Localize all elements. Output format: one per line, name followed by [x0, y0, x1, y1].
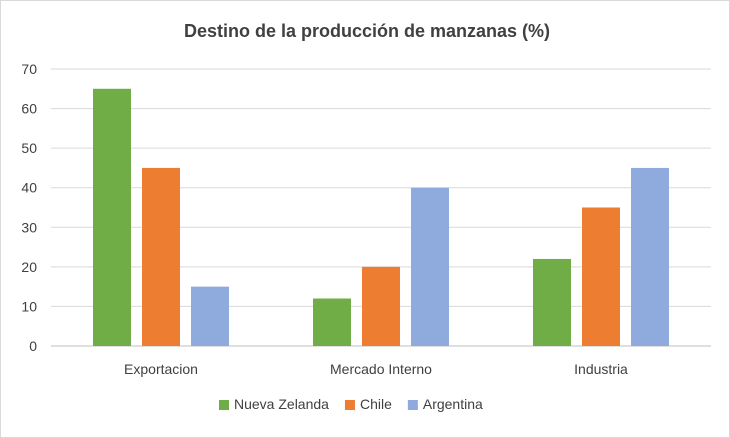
- y-tick-label: 10: [21, 298, 37, 314]
- x-category-label: Mercado Interno: [330, 361, 432, 377]
- legend-swatch-chile: [344, 400, 355, 410]
- x-category-label: Exportacion: [124, 361, 198, 377]
- legend-swatch-nueva-zelanda: [219, 400, 229, 410]
- legend-label: Nueva Zelanda: [234, 396, 329, 412]
- y-tick-label: 50: [21, 140, 37, 156]
- y-tick-label: 20: [21, 259, 37, 275]
- legend-label: Argentina: [423, 396, 483, 412]
- y-axis-ticks: 0 10 20 30 40 50 60 70: [21, 61, 37, 354]
- bars: [93, 88, 669, 347]
- y-tick-label: 0: [29, 338, 37, 354]
- chart-title: Destino de la producción de manzanas (%): [184, 21, 550, 41]
- y-tick-label: 70: [21, 61, 37, 77]
- bar-argentina-exportacion: [191, 286, 229, 346]
- bar-chile-exportacion: [142, 167, 180, 346]
- x-axis-categories: Exportacion Mercado Interno Industria: [124, 361, 628, 377]
- x-category-label: Industria: [574, 361, 628, 377]
- legend-label: Chile: [360, 396, 392, 412]
- bar-argentina-industria: [631, 167, 669, 346]
- bar-chile-mercado-interno: [362, 266, 400, 346]
- bar-argentina-mercado-interno: [411, 187, 449, 346]
- bar-nueva-zelanda-industria: [533, 258, 571, 346]
- y-tick-label: 40: [21, 180, 37, 196]
- y-tick-label: 30: [21, 219, 37, 235]
- legend: Nueva Zelanda Chile Argentina: [219, 396, 483, 412]
- y-tick-label: 60: [21, 101, 37, 117]
- legend-swatch-argentina: [407, 400, 418, 410]
- bar-nueva-zelanda-exportacion: [93, 88, 131, 347]
- bar-nueva-zelanda-mercado-interno: [313, 298, 351, 346]
- bar-chile-industria: [582, 207, 620, 346]
